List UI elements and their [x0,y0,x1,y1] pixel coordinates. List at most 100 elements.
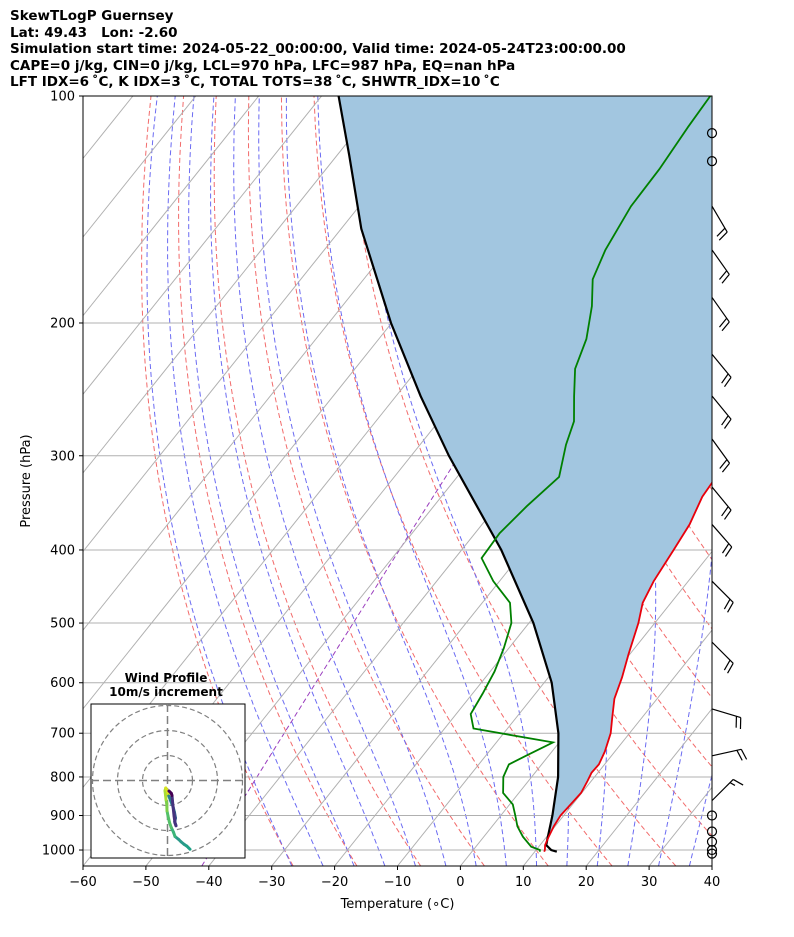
mixing-ratio-lines [201,96,692,866]
wind-barb [711,438,731,473]
barb-flag [723,509,732,520]
y-tick-label: 900 [50,809,75,824]
barb-flag [721,543,730,554]
wind-barbs [706,128,748,859]
barb-flag [740,749,748,760]
isotherm [585,707,712,866]
wind-barb [711,297,730,332]
y-tick-label: 800 [50,770,75,785]
wind-barb [711,205,728,241]
wind-barb [711,641,734,674]
x-tick-label: 10 [515,875,532,890]
isotherm [83,96,385,474]
dry-adiabat [213,96,422,866]
hodograph-subtitle: 10m/s increment [109,685,223,699]
moist-adiabat [188,96,355,866]
dry-adiabat [247,96,485,866]
calm-wind-marker [706,810,718,821]
barb-shaft [711,297,730,323]
x-tick-label: −30 [258,875,285,890]
wind-barb [711,395,732,429]
barb-flag [718,317,728,328]
barb-shaft [711,708,741,719]
barb-shaft [711,641,734,664]
barb-flag [724,546,733,557]
calm-wind-marker [706,156,718,167]
cin-shading [338,96,712,846]
dry-adiabat [280,96,549,866]
negative-area [338,96,712,846]
wind-barb [711,249,730,284]
barb-shaft [711,580,734,603]
moist-adiabat [210,96,386,866]
barb-flag [721,373,729,384]
barb-flag [721,274,730,284]
dry-adiabat [411,96,712,768]
wind-barb [711,580,734,613]
barb-flag [716,227,726,237]
chart-header: SkewTLogP Guernsey Lat: 49.43 Lon: -2.60 S… [10,8,626,91]
isotherm [83,96,322,396]
hodograph-segment [167,789,172,794]
dewpoint-line [469,96,712,852]
y-tick-label: 600 [50,676,75,691]
x-axis-label: Temperature (∘C) [340,897,455,912]
barb-flag [736,750,743,761]
title: SkewTLogP Guernsey [10,8,174,24]
y-tick-label: 500 [50,617,75,632]
dry-adiabat [738,96,794,866]
barb-shaft [711,353,732,378]
x-tick-label: −60 [69,875,96,890]
hodograph-plot [91,704,245,858]
dry-adiabat [704,96,712,115]
x-tick-label: 40 [704,875,721,890]
barb-shaft [711,748,742,757]
barb-flag [723,659,731,671]
y-tick-label: 300 [50,449,75,464]
wind-barb [711,708,742,729]
moist-adiabat [233,96,416,866]
moist-adiabat [146,96,293,866]
temperature-line [543,481,712,853]
plot-area [0,96,794,866]
isotherm [522,629,712,866]
calm-wind-marker [706,128,718,139]
wind-barb [711,353,732,388]
hodograph-title: Wind Profile [125,671,208,685]
barb-shaft [711,395,732,420]
x-tick-label: −20 [321,875,348,890]
location-line: Lat: 49.43 Lon: -2.60 [10,24,178,41]
barb-shaft [711,486,732,511]
x-tick-label: −40 [195,875,222,890]
wind-barb [711,748,748,761]
time-line: Simulation start time: 2024-05-22_00:00:… [10,41,626,58]
moist-adiabat [317,96,507,866]
isotherm [83,96,260,317]
moist-adiabat [167,96,324,866]
isotherm [711,865,712,866]
barb-flag [718,231,728,241]
barb-flag [721,506,729,517]
barb-flag [721,462,731,473]
barb-flag [719,459,728,469]
calm-wind-marker [706,848,718,859]
barb-shaft [711,778,734,802]
barb-flag [723,377,732,388]
cape-line: CAPE=0 j/kg, CIN=0 j/kg, LCL=970 hPa, LF… [10,57,516,74]
wind-barb [711,524,733,557]
barb-flag [727,663,734,674]
y-tick-label: 400 [50,543,75,558]
profiles [337,96,712,853]
wind-barb [711,486,732,520]
moist-adiabat [720,96,794,866]
isotherm [0,96,70,866]
wind-barb [711,778,744,802]
hodograph-segment [171,799,176,817]
dry-adiabat [141,96,294,866]
isotherm [83,96,197,238]
x-tick-label: 20 [578,875,595,890]
barb-half-flag [729,782,736,786]
barb-flag [718,270,728,280]
